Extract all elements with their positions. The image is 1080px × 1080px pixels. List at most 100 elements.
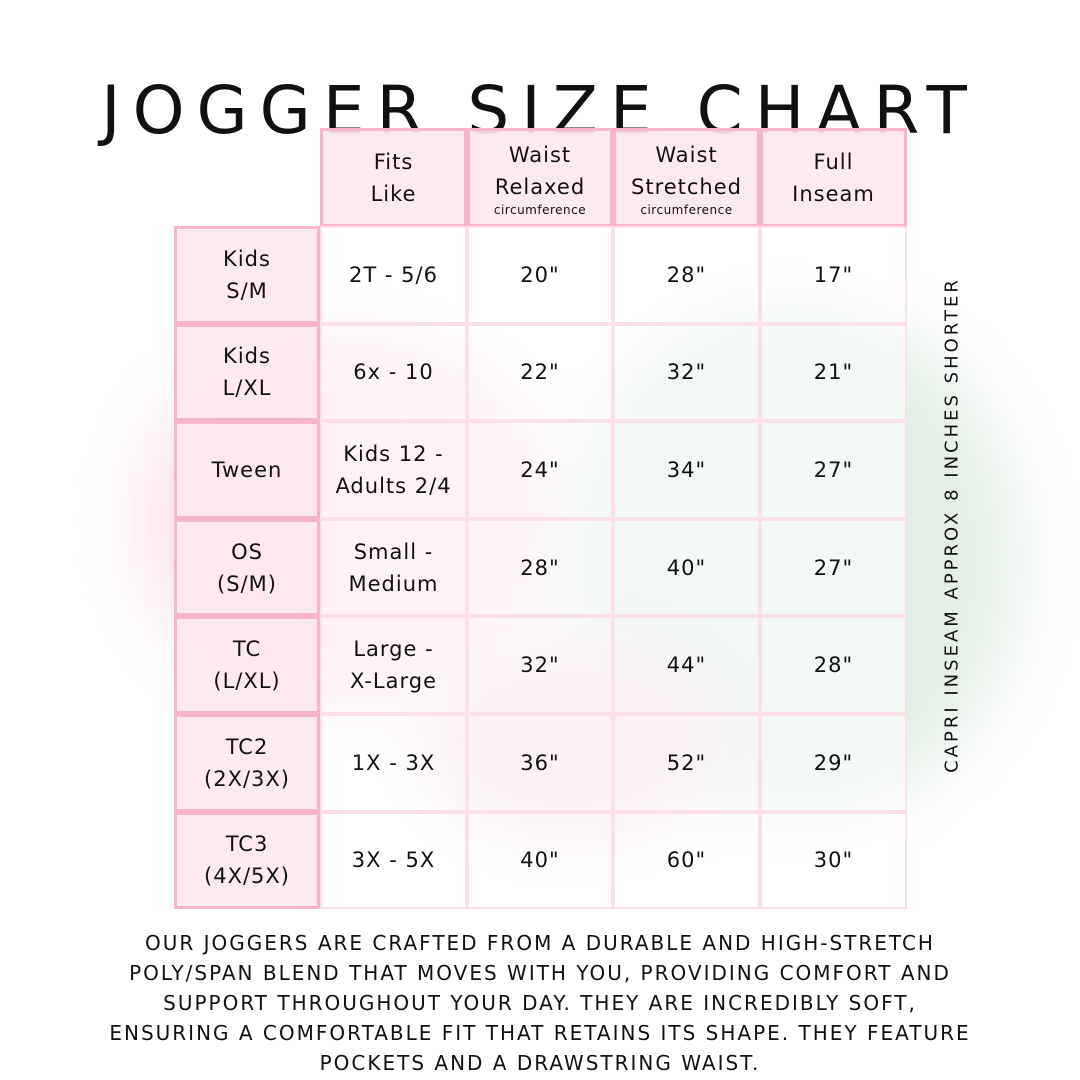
- cell-text: Small -: [353, 539, 434, 564]
- table-cell-stretched: 60": [613, 811, 760, 910]
- description-line: ENSURING A COMFORTABLE FIT THAT RETAINS …: [109, 1021, 971, 1045]
- cell-text: 34": [666, 457, 707, 482]
- cell-text: Inseam: [792, 181, 875, 206]
- table-cell-stretched: 34": [613, 421, 760, 519]
- cell-text: Relaxed: [494, 174, 586, 199]
- cell-text: 27": [813, 555, 854, 580]
- table-cell-fits: 2T - 5/6: [320, 226, 467, 324]
- description-line: OUR JOGGERS ARE CRAFTED FROM A DURABLE A…: [145, 931, 935, 955]
- cell-text: 21": [813, 360, 854, 385]
- cell-text: Kids: [223, 246, 271, 271]
- row-header: TC3 (4X/5X): [174, 811, 320, 910]
- table-cell-inseam: 17": [760, 226, 907, 324]
- table-cell-stretched: 44": [613, 616, 760, 714]
- table-cell-inseam: 30": [760, 811, 907, 910]
- cell-text: 40": [520, 848, 560, 873]
- cell-text: 60": [666, 848, 707, 873]
- table-cell-fits: Small - Medium: [320, 518, 467, 617]
- cell-text: 3X - 5X: [351, 848, 436, 873]
- cell-text: 17": [813, 262, 854, 287]
- column-header: Waist Stretched circumference: [613, 128, 760, 227]
- table-cell-stretched: 28": [613, 226, 760, 324]
- cell-text: Tween: [211, 457, 283, 482]
- cell-subtext: circumference: [493, 202, 587, 217]
- cell-text: TC2: [225, 734, 269, 759]
- cell-text: 30": [813, 848, 854, 873]
- cell-text: (2X/3X): [204, 766, 290, 791]
- table-cell-inseam: 27": [760, 421, 907, 519]
- cell-text: TC3: [225, 832, 269, 857]
- table-cell-relaxed: 28": [467, 518, 613, 617]
- cell-text: Kids: [223, 344, 271, 369]
- cell-text: 28": [666, 262, 707, 287]
- cell-text: Waist: [508, 142, 572, 167]
- table-cell-inseam: 27": [760, 518, 907, 617]
- cell-text: Like: [370, 181, 417, 206]
- table-cell-relaxed: 40": [467, 811, 613, 910]
- cell-text: 28": [813, 653, 854, 678]
- cell-text: Large -: [353, 637, 434, 662]
- cell-text: 29": [813, 750, 854, 775]
- table-cell-stretched: 52": [613, 714, 760, 812]
- cell-text: 36": [520, 750, 560, 775]
- cell-text: Medium: [348, 571, 439, 596]
- table-cell-fits: 3X - 5X: [320, 811, 467, 910]
- cell-text: Stretched: [631, 174, 742, 199]
- table-cell-inseam: 28": [760, 616, 907, 714]
- table-cell-fits: 1X - 3X: [320, 714, 467, 812]
- column-header: Waist Relaxed circumference: [467, 128, 613, 227]
- cell-text: 24": [520, 457, 560, 482]
- cell-text: 2T - 5/6: [349, 262, 438, 287]
- row-header: Kids S/M: [174, 226, 320, 324]
- cell-text: 32": [666, 360, 707, 385]
- table-cell-relaxed: 36": [467, 714, 613, 812]
- cell-text: X-Large: [349, 669, 437, 694]
- cell-text: 52": [666, 750, 707, 775]
- column-header: Fits Like: [320, 128, 467, 227]
- table-cell-relaxed: 24": [467, 421, 613, 519]
- cell-subtext: circumference: [640, 202, 733, 217]
- table-cell-relaxed: 32": [467, 616, 613, 714]
- description: OUR JOGGERS ARE CRAFTED FROM A DURABLE A…: [0, 928, 1080, 1078]
- row-header: TC2 (2X/3X): [174, 714, 320, 812]
- cell-text: (S/M): [217, 571, 277, 596]
- cell-text: 40": [666, 555, 707, 580]
- cell-text: (L/XL): [213, 669, 281, 694]
- row-header: OS (S/M): [174, 518, 320, 617]
- cell-text: Adults 2/4: [335, 473, 452, 498]
- description-line: SUPPORT THROUGHOUT YOUR DAY. THEY ARE IN…: [163, 991, 917, 1015]
- cell-text: 28": [520, 555, 560, 580]
- cell-text: S/M: [226, 278, 268, 303]
- capri-note: CAPRI INSEAM APPROX 8 INCHES SHORTER: [941, 277, 963, 773]
- cell-text: 32": [520, 653, 560, 678]
- cell-text: Fits: [373, 149, 414, 174]
- row-header: Tween: [174, 421, 320, 519]
- description-line: POCKETS AND A DRAWSTRING WAIST.: [319, 1051, 761, 1075]
- row-header: Kids L/XL: [174, 323, 320, 422]
- table-cell-relaxed: 20": [467, 226, 613, 324]
- cell-text: 20": [520, 262, 560, 287]
- cell-text: OS: [231, 539, 263, 564]
- cell-text: 27": [813, 457, 854, 482]
- cell-text: L/XL: [222, 376, 272, 401]
- table-cell-stretched: 40": [613, 518, 760, 617]
- cell-text: Waist: [655, 142, 718, 167]
- cell-text: 6x - 10: [353, 360, 434, 385]
- cell-text: 1X - 3X: [351, 750, 436, 775]
- table-cell-relaxed: 22": [467, 323, 613, 422]
- cell-text: Full: [813, 149, 854, 174]
- table-cell-fits: Kids 12 - Adults 2/4: [320, 421, 467, 519]
- cell-text: (4X/5X): [204, 864, 290, 889]
- description-line: POLY/SPAN BLEND THAT MOVES WITH YOU, PRO…: [129, 961, 951, 985]
- cell-text: TC: [232, 637, 262, 662]
- table-cell-fits: 6x - 10: [320, 323, 467, 422]
- cell-text: 44": [666, 653, 707, 678]
- table-cell-stretched: 32": [613, 323, 760, 422]
- table-cell-inseam: 29": [760, 714, 907, 812]
- table-cell-fits: Large - X-Large: [320, 616, 467, 714]
- column-header: Full Inseam: [760, 128, 907, 227]
- cell-text: Kids 12 -: [343, 441, 444, 466]
- row-header: TC (L/XL): [174, 616, 320, 714]
- table-cell-inseam: 21": [760, 323, 907, 422]
- cell-text: 22": [520, 360, 560, 385]
